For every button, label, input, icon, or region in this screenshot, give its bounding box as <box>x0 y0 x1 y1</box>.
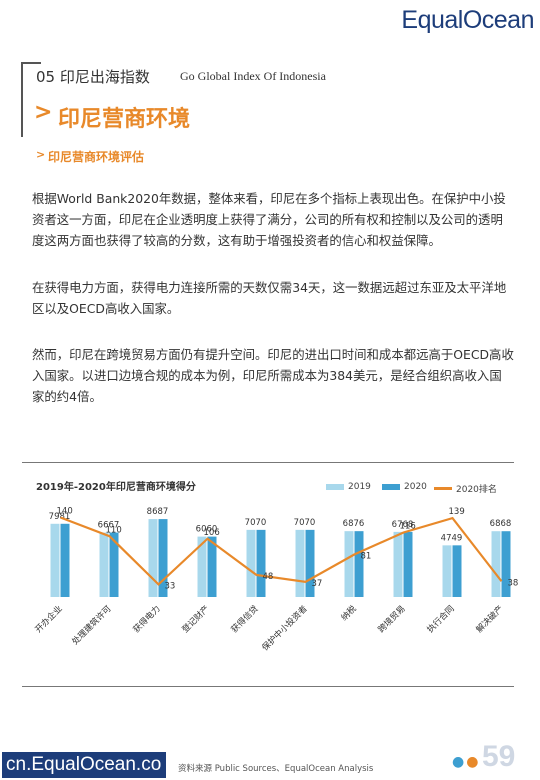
category-label-0: 开办企业 <box>33 603 65 635</box>
rank-label-7: 116 <box>400 522 416 532</box>
bar-label-8: 4749 <box>441 533 463 543</box>
chart-title: 2019年-2020年印尼营商环境得分 <box>36 482 196 493</box>
bar-label-0: 7981 <box>49 512 71 522</box>
category-label-5: 保护中小投资者 <box>260 603 310 653</box>
rank-label-9: 38 <box>508 578 519 588</box>
bar-2019-2 <box>148 519 158 597</box>
bar-label-7: 6768 <box>392 520 414 530</box>
legend-swatch-2020 <box>382 484 400 490</box>
category-label-1: 处理建筑许可 <box>70 603 114 647</box>
rank-label-5: 37 <box>312 579 323 589</box>
category-label-2: 获得电力 <box>131 603 163 635</box>
bar-label-1: 6667 <box>98 521 120 531</box>
page-dots: ●● <box>452 754 481 770</box>
equalocean-logo: EqualOcean <box>401 6 534 34</box>
category-label-3: 登记财产 <box>180 603 212 635</box>
section-number: 05 印尼出海指数 <box>36 68 150 86</box>
bar-2019-4 <box>246 529 256 597</box>
bar-2019-0 <box>50 523 60 597</box>
bar-label-4: 7070 <box>245 518 267 528</box>
rank-label-2: 33 <box>165 581 176 591</box>
bar-label-3: 6060 <box>196 525 218 535</box>
bar-2020-8 <box>452 545 462 597</box>
bar-2019-3 <box>197 536 207 597</box>
paragraph-2: 在获得电力方面，获得电力连接所需的天数仅需34天，这一数据远超过东亚及太平洋地区… <box>32 280 507 316</box>
bar-label-6: 6876 <box>343 519 365 529</box>
bar-line-chart: 7981 开办企业 6667 处理建筑许可 8687 获得电力 6060 登记财产 7070 获得… <box>33 507 519 654</box>
bar-2019-8 <box>442 545 452 597</box>
bar-2020-6 <box>354 531 364 597</box>
category-label-6: 纳税 <box>339 603 359 623</box>
rank-label-4: 48 <box>263 572 274 582</box>
bar-2019-6 <box>344 531 354 597</box>
rank-label-6: 81 <box>361 551 372 561</box>
chevron-right-icon: > <box>36 148 46 161</box>
legend-2019: 2019 <box>326 482 371 492</box>
category-label-4: 获得信贷 <box>229 603 261 635</box>
legend-label-2019: 2019 <box>348 482 371 492</box>
header-frame-line-top <box>21 62 41 64</box>
bar-label-9: 6868 <box>490 519 512 529</box>
legend-swatch-rank <box>434 487 452 490</box>
section-subtitle: 印尼营商环境评估 <box>48 150 145 164</box>
category-label-7: 跨境贸易 <box>376 603 408 635</box>
page-number: 59 <box>482 740 516 773</box>
chart-top-rule <box>22 462 514 463</box>
legend-swatch-2019 <box>326 484 344 490</box>
header-frame-line <box>21 62 23 137</box>
legend-2020-rank: 2020排名 <box>434 482 497 495</box>
bar-2020-9 <box>501 531 511 597</box>
rank-line <box>60 516 503 586</box>
bar-2020-1 <box>109 532 119 597</box>
page-title: 印尼营商环境 <box>58 107 191 132</box>
paragraph-3: 然而，印尼在跨境贸易方面仍有提升空间。印尼的进出口时间和成本都远高于OECD高收… <box>32 347 514 404</box>
bar-2019-7 <box>393 531 403 597</box>
bar-label-5: 7070 <box>294 518 316 528</box>
bar-2020-3 <box>207 536 217 597</box>
category-label-9: 解决破产 <box>474 603 506 635</box>
bar-2020-7 <box>403 531 413 597</box>
bar-2019-9 <box>491 531 501 597</box>
rank-label-0: 140 <box>57 507 73 517</box>
bar-2020-0 <box>60 523 70 597</box>
legend-2020: 2020 <box>382 482 427 492</box>
rank-label-3: 106 <box>204 528 220 538</box>
bar-2020-5 <box>305 529 315 597</box>
paragraph-1: 根据World Bank2020年数据，整体来看，印尼在多个指标上表现出色。在保… <box>32 191 506 248</box>
bar-2019-1 <box>99 532 109 597</box>
source-note: 资料来源 Public Sources、EqualOcean Analysis <box>178 764 374 774</box>
legend-label-rank: 2020排名 <box>456 485 497 495</box>
legend-label-2020: 2020 <box>404 482 427 492</box>
bar-2019-5 <box>295 529 305 597</box>
rank-label-8: 139 <box>449 507 465 517</box>
chevron-right-icon: > <box>34 100 53 125</box>
category-label-8: 执行合同 <box>425 603 457 635</box>
chart-bottom-rule <box>22 686 514 687</box>
bar-2020-2 <box>158 519 168 597</box>
rank-label-1: 110 <box>106 525 122 535</box>
site-url[interactable]: cn.EqualOcean.co <box>2 752 166 778</box>
section-english-title: Go Global Index Of Indonesia <box>180 69 326 83</box>
bar-label-2: 8687 <box>147 507 169 517</box>
bar-2020-4 <box>256 529 266 597</box>
